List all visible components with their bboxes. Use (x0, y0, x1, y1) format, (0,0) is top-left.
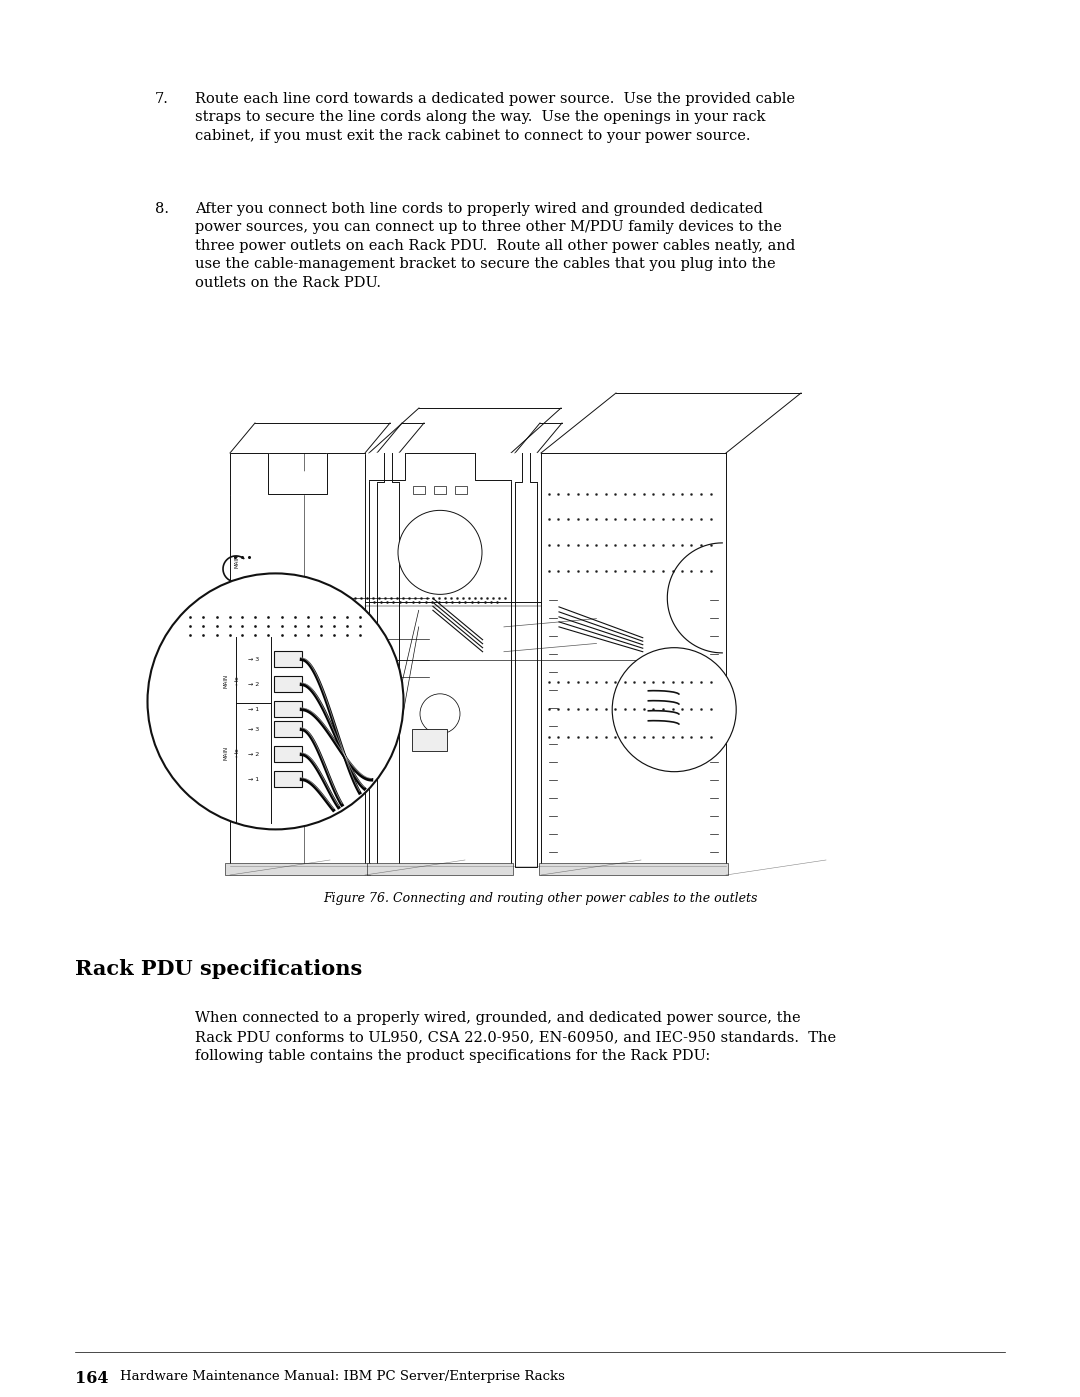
Circle shape (420, 694, 460, 733)
Text: Rack PDU specifications: Rack PDU specifications (75, 958, 362, 979)
Polygon shape (388, 453, 399, 478)
Bar (413, 486, 424, 495)
Text: → 2: → 2 (248, 752, 259, 757)
Bar (456, 486, 468, 495)
Text: MAIN: MAIN (222, 675, 228, 689)
Bar (273, 651, 301, 668)
Text: MAIN: MAIN (234, 756, 240, 771)
Circle shape (399, 510, 482, 594)
Circle shape (148, 573, 404, 830)
Text: → 1: → 1 (248, 707, 259, 712)
Bar (539, 863, 728, 875)
Bar (225, 863, 370, 875)
Bar (273, 701, 301, 718)
Bar (411, 729, 447, 752)
Polygon shape (369, 453, 405, 481)
Text: 164: 164 (75, 1370, 108, 1387)
Bar (273, 676, 301, 693)
Text: → 1: → 1 (248, 777, 259, 782)
Text: → 2: → 2 (248, 682, 259, 687)
Text: MAIN: MAIN (222, 746, 228, 760)
Text: → 3: → 3 (248, 657, 259, 662)
Text: Hardware Maintenance Manual: IBM PC Server/Enterprise Racks: Hardware Maintenance Manual: IBM PC Serv… (120, 1370, 565, 1383)
Text: → to: → to (235, 676, 240, 687)
Bar (434, 486, 446, 495)
Text: When connected to a properly wired, grounded, and dedicated power source, the
Ra: When connected to a properly wired, grou… (195, 1011, 836, 1063)
Text: Figure 76. Connecting and routing other power cables to the outlets: Figure 76. Connecting and routing other … (323, 893, 757, 905)
Text: → 3: → 3 (248, 726, 259, 732)
Text: → to: → to (235, 747, 240, 759)
Text: After you connect both line cords to properly wired and grounded dedicated
power: After you connect both line cords to pro… (195, 203, 795, 289)
Text: MAIN: MAIN (234, 553, 240, 567)
Bar (273, 721, 301, 738)
Bar (367, 863, 513, 875)
Bar (273, 746, 301, 763)
Text: 7.: 7. (156, 92, 168, 106)
Text: 8.: 8. (156, 203, 168, 217)
Bar (273, 771, 301, 788)
Polygon shape (230, 453, 365, 495)
Polygon shape (377, 453, 399, 482)
Polygon shape (377, 453, 388, 478)
Polygon shape (475, 453, 511, 481)
Polygon shape (515, 453, 537, 482)
Circle shape (612, 648, 737, 771)
Text: Route each line cord towards a dedicated power source.  Use the provided cable
s: Route each line cord towards a dedicated… (195, 92, 795, 142)
